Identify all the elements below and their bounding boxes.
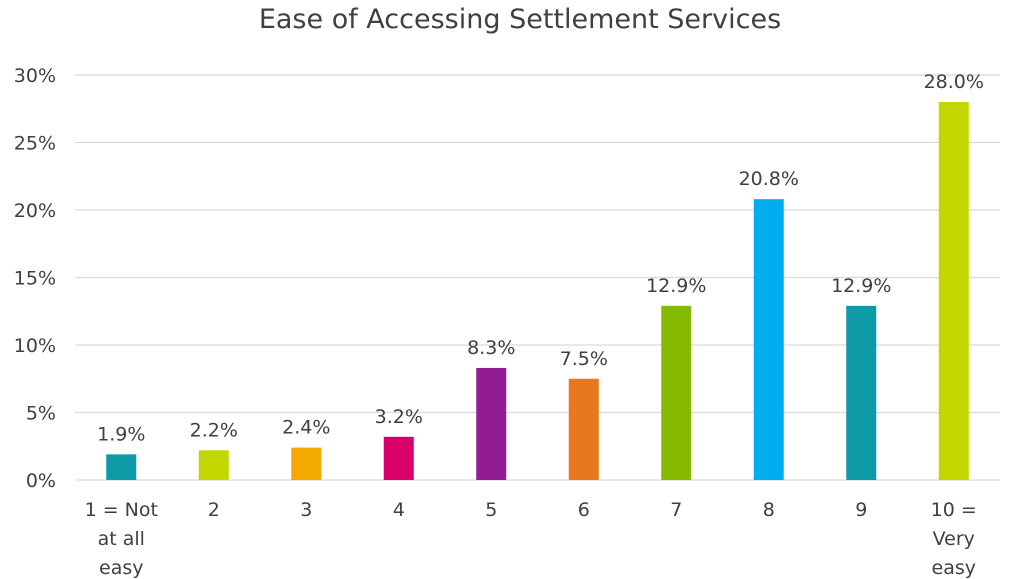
data-label: 12.9% [646, 275, 706, 297]
data-label: 3.2% [375, 406, 423, 428]
bar [291, 447, 322, 480]
x-tick-label: 9 [855, 499, 867, 521]
y-tick-label: 10% [14, 335, 56, 357]
bar [753, 199, 784, 480]
data-label: 1.9% [97, 423, 145, 445]
y-tick-label: 25% [14, 133, 56, 155]
bar [568, 378, 599, 480]
x-tick-label: 2 [208, 499, 220, 521]
bar [476, 367, 507, 480]
x-tick-label: easy [932, 557, 976, 579]
x-tick-label: 8 [763, 499, 775, 521]
x-tick-label: 3 [300, 499, 312, 521]
bar [938, 102, 969, 480]
y-tick-label: 0% [26, 470, 56, 492]
data-label: 28.0% [924, 71, 984, 93]
x-tick-label: 6 [578, 499, 590, 521]
data-label: 2.4% [282, 417, 330, 439]
bar [661, 305, 692, 480]
y-tick-label: 30% [14, 65, 56, 87]
x-tick-label: 5 [485, 499, 497, 521]
x-tick-label: at all [98, 528, 145, 550]
x-tick-label: easy [99, 557, 143, 579]
x-tick-label: 7 [670, 499, 682, 521]
data-label: 12.9% [831, 275, 891, 297]
x-tick-label: 1 = Not [85, 499, 158, 521]
data-label: 2.2% [190, 419, 238, 441]
data-label: 20.8% [739, 168, 799, 190]
x-tick-label: Very [933, 528, 975, 550]
chart-title: Ease of Accessing Settlement Services [258, 4, 782, 35]
bar [198, 450, 229, 480]
x-tick-label: 10 = [931, 499, 977, 521]
bar [383, 436, 414, 480]
data-label: 8.3% [467, 337, 515, 359]
bar [106, 454, 137, 480]
y-tick-label: 5% [26, 403, 56, 425]
y-tick-label: 20% [14, 200, 56, 222]
x-tick-label: 4 [393, 499, 405, 521]
data-label: 7.5% [560, 348, 608, 370]
bar [846, 305, 877, 480]
y-tick-label: 15% [14, 268, 56, 290]
